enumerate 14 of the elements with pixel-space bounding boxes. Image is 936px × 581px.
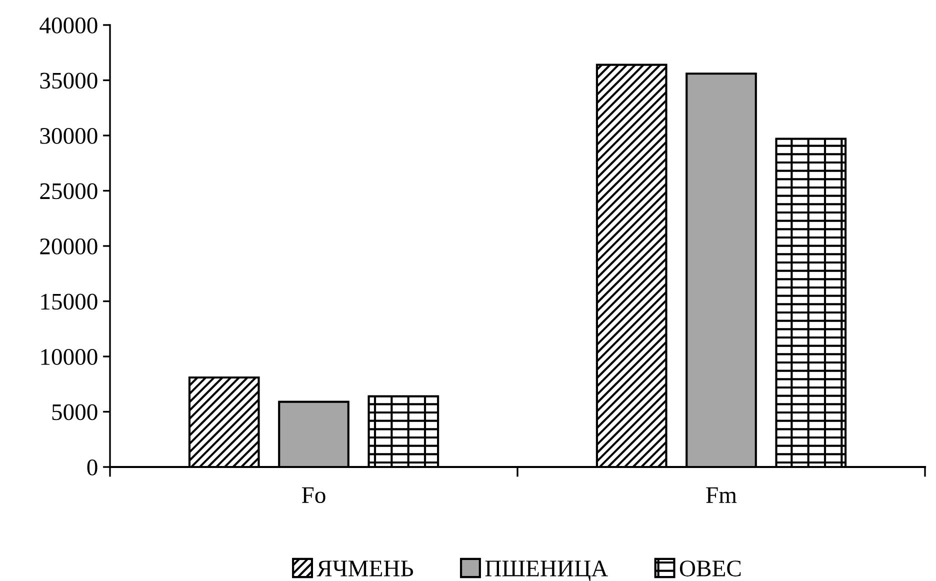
y-tick-label: 35000 <box>40 72 98 89</box>
x-tick-label: Fm <box>706 487 737 503</box>
y-tick-label: 5000 <box>52 404 98 420</box>
legend-label: ПШЕНИЦА <box>485 560 608 581</box>
y-tick-label: 10000 <box>41 348 98 365</box>
y-tick-label: 40000 <box>40 17 98 34</box>
legend-label: ОВЕС <box>680 560 741 576</box>
x-tick-label: Fo <box>302 487 326 504</box>
y-tick-label: 25000 <box>40 183 98 200</box>
y-tick-label: 30000 <box>40 128 98 144</box>
y-tick-label: 0 <box>87 459 98 476</box>
y-tick-label: 20000 <box>40 238 98 254</box>
legend-label: ЯЧМЕНЬ <box>316 560 414 576</box>
y-tick-label: 15000 <box>41 294 98 310</box>
